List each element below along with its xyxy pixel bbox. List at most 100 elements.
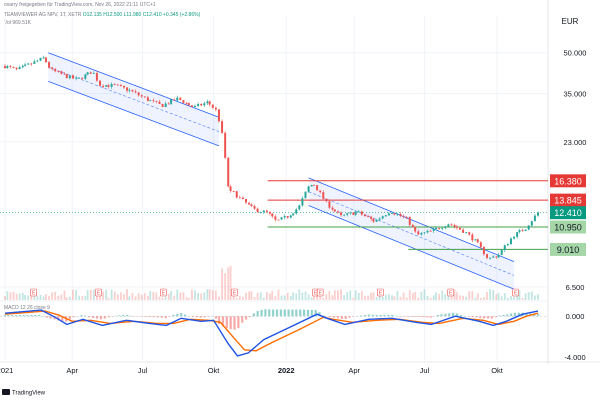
candle-body[interactable]: [185, 103, 188, 104]
candle-body[interactable]: [471, 234, 474, 241]
candle-body[interactable]: [396, 213, 399, 215]
earnings-marker[interactable]: [160, 288, 167, 297]
candle-body[interactable]: [289, 215, 292, 218]
candle-body[interactable]: [474, 239, 477, 241]
candle-body[interactable]: [84, 74, 87, 79]
candle-body[interactable]: [387, 213, 390, 216]
candle-body[interactable]: [325, 198, 328, 202]
channel-lower-line[interactable]: [308, 205, 515, 290]
candle-body[interactable]: [479, 242, 482, 248]
candle-body[interactable]: [500, 250, 503, 255]
candle-body[interactable]: [521, 230, 524, 231]
candle-body[interactable]: [146, 97, 149, 101]
candle-body[interactable]: [319, 190, 322, 193]
candle-body[interactable]: [360, 211, 363, 215]
candle-body[interactable]: [277, 219, 280, 221]
candle-body[interactable]: [455, 226, 458, 228]
candle-body[interactable]: [155, 100, 158, 102]
candle-body[interactable]: [262, 210, 265, 213]
candle-body[interactable]: [68, 75, 71, 79]
candle-body[interactable]: [372, 218, 375, 222]
candle-body[interactable]: [60, 71, 63, 74]
candle-body[interactable]: [102, 85, 105, 87]
candle-body[interactable]: [497, 254, 500, 258]
candle-body[interactable]: [235, 191, 238, 198]
candle-body[interactable]: [143, 96, 146, 98]
candle-body[interactable]: [158, 101, 161, 104]
candle-body[interactable]: [232, 191, 235, 192]
candle-body[interactable]: [304, 191, 307, 199]
candle-body[interactable]: [176, 97, 179, 101]
candle-body[interactable]: [476, 239, 479, 243]
candle-body[interactable]: [393, 213, 396, 215]
macd-line[interactable]: [4, 309, 539, 357]
candle-body[interactable]: [116, 84, 119, 86]
candle-body[interactable]: [295, 209, 298, 214]
candle-body[interactable]: [458, 227, 461, 230]
candle-body[interactable]: [453, 224, 456, 227]
candle-body[interactable]: [298, 205, 301, 210]
candle-body[interactable]: [468, 232, 471, 235]
candle-body[interactable]: [429, 230, 432, 232]
candle-body[interactable]: [518, 230, 521, 233]
candle-body[interactable]: [352, 212, 355, 215]
candle-body[interactable]: [200, 104, 203, 106]
candle-body[interactable]: [417, 231, 420, 235]
candle-body[interactable]: [241, 197, 244, 200]
candle-body[interactable]: [340, 212, 343, 216]
candle-body[interactable]: [336, 211, 339, 213]
candle-body[interactable]: [527, 225, 530, 230]
candle-body[interactable]: [4, 66, 6, 69]
candle-body[interactable]: [530, 221, 533, 226]
candle-body[interactable]: [346, 213, 349, 215]
candle-body[interactable]: [27, 63, 30, 65]
candle-body[interactable]: [12, 66, 15, 68]
candle-body[interactable]: [492, 256, 495, 258]
candle-body[interactable]: [292, 213, 295, 216]
candle-body[interactable]: [391, 213, 394, 215]
candle-body[interactable]: [89, 72, 92, 74]
candle-body[interactable]: [268, 211, 271, 214]
candle-body[interactable]: [167, 103, 170, 105]
candle-body[interactable]: [134, 91, 137, 93]
candle-body[interactable]: [405, 216, 408, 218]
candle-body[interactable]: [15, 67, 18, 70]
candle-body[interactable]: [331, 207, 334, 210]
candle-body[interactable]: [524, 229, 527, 231]
candle-body[interactable]: [65, 74, 68, 79]
candle-body[interactable]: [18, 67, 21, 70]
candle-body[interactable]: [441, 228, 444, 229]
candle-body[interactable]: [381, 216, 384, 219]
candle-body[interactable]: [33, 61, 36, 64]
candle-body[interactable]: [227, 157, 230, 187]
earnings-marker[interactable]: [447, 288, 455, 297]
candle-body[interactable]: [140, 95, 143, 97]
candle-body[interactable]: [152, 100, 155, 102]
candle-body[interactable]: [217, 109, 220, 122]
candle-body[interactable]: [384, 215, 387, 217]
candle-body[interactable]: [211, 104, 214, 108]
candle-body[interactable]: [274, 216, 277, 220]
candle-body[interactable]: [92, 73, 95, 74]
candle-body[interactable]: [99, 80, 102, 86]
candle-body[interactable]: [173, 99, 176, 101]
candle-body[interactable]: [301, 198, 304, 206]
candle-body[interactable]: [128, 89, 131, 91]
channel-lower-line[interactable]: [48, 81, 220, 147]
candle-body[interactable]: [259, 212, 262, 213]
candle-body[interactable]: [214, 107, 217, 110]
candle-body[interactable]: [438, 228, 441, 229]
candle-body[interactable]: [42, 57, 45, 59]
candle-body[interactable]: [307, 186, 310, 192]
candle-body[interactable]: [110, 83, 113, 87]
candle-body[interactable]: [182, 100, 185, 104]
candle-body[interactable]: [447, 224, 450, 227]
candle-body[interactable]: [516, 232, 519, 237]
earnings-marker[interactable]: [316, 288, 324, 297]
candle-body[interactable]: [426, 230, 429, 233]
candle-body[interactable]: [495, 256, 498, 258]
candle-body[interactable]: [81, 77, 84, 79]
candle-body[interactable]: [414, 226, 417, 232]
candle-body[interactable]: [465, 232, 468, 234]
